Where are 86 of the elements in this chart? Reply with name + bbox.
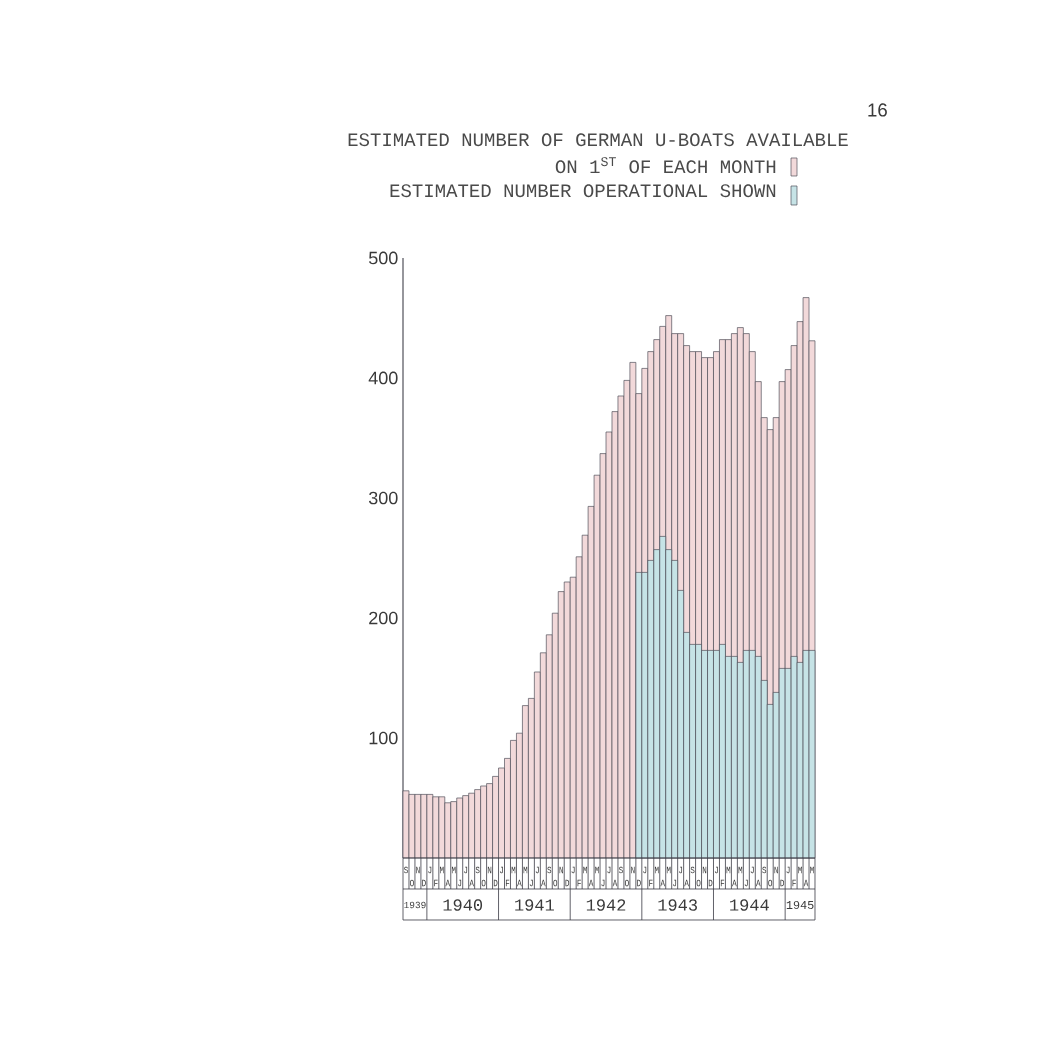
x-tick-label: S bbox=[618, 866, 623, 874]
x-tick-label: M bbox=[810, 866, 814, 874]
y-tick-label: 300 bbox=[368, 491, 398, 505]
x-tick-label: D bbox=[422, 879, 426, 887]
text: 1942 bbox=[586, 899, 626, 911]
y-tick-label: 500 bbox=[368, 251, 398, 265]
x-tick-label: O bbox=[410, 879, 414, 887]
x-tick-label: J bbox=[607, 866, 611, 874]
x-tick-label: N bbox=[774, 866, 778, 874]
x-tick-label: F bbox=[649, 879, 653, 887]
x-tick-label: J bbox=[428, 866, 432, 874]
text: 1939 bbox=[404, 901, 426, 909]
x-tick-label: A bbox=[660, 879, 666, 887]
text: 1940 bbox=[443, 899, 483, 911]
bar bbox=[402, 790, 410, 859]
x-tick-label: M bbox=[583, 866, 587, 874]
x-tick-label: D bbox=[637, 879, 641, 887]
x-tick-label: J bbox=[529, 879, 533, 887]
x-tick-label: M bbox=[523, 866, 528, 874]
x-tick-label: F bbox=[505, 879, 510, 887]
x-tick-label: F bbox=[720, 879, 725, 887]
x-tick-label: J bbox=[750, 866, 754, 874]
x-tick-label: A bbox=[541, 879, 546, 887]
x-tick-label: J bbox=[601, 879, 605, 887]
x-tick-label: O bbox=[624, 879, 629, 887]
x-tick-label: S bbox=[690, 866, 695, 874]
x-tick-label: S bbox=[762, 866, 767, 874]
x-tick-label: M bbox=[451, 866, 456, 874]
x-tick-label: A bbox=[803, 879, 809, 887]
legend-label: ESTIMATED NUMBER OPERATIONAL SHOWN bbox=[390, 184, 776, 198]
x-tick-label: A bbox=[612, 879, 618, 887]
x-tick-label: J bbox=[458, 879, 462, 887]
text: 1941 bbox=[515, 899, 554, 911]
x-tick-label: J bbox=[679, 866, 683, 874]
x-tick-label: M bbox=[666, 866, 671, 874]
chart-title: ESTIMATED NUMBER OF GERMAN U-BOATS AVAILABLE bbox=[348, 133, 848, 147]
x-tick-label: J bbox=[464, 866, 468, 874]
x-tick-label: J bbox=[786, 866, 790, 874]
text: 1944 bbox=[730, 899, 769, 911]
x-tick-label: J bbox=[643, 866, 647, 874]
x-tick-label: O bbox=[481, 879, 486, 887]
x-tick-label: A bbox=[588, 879, 594, 887]
x-tick-label: M bbox=[595, 866, 599, 874]
x-tick-label: D bbox=[780, 879, 785, 887]
x-tick-label: J bbox=[535, 866, 539, 874]
x-tick-label: M bbox=[726, 866, 731, 874]
x-tick-label: M bbox=[511, 866, 516, 874]
x-tick-label: N bbox=[631, 866, 635, 874]
x-tick-label: N bbox=[702, 866, 707, 874]
x-tick-label: N bbox=[487, 866, 492, 874]
x-tick-label: S bbox=[403, 866, 408, 874]
x-tick-label: F bbox=[792, 879, 796, 887]
x-tick-label: A bbox=[445, 879, 451, 887]
x-tick-label: J bbox=[673, 879, 677, 887]
y-tick-label: 200 bbox=[369, 611, 398, 625]
text: 1943 bbox=[658, 899, 697, 911]
x-tick-label: A bbox=[684, 879, 689, 887]
x-tick-label: A bbox=[517, 879, 522, 887]
x-tick-label: O bbox=[553, 879, 558, 887]
x-tick-label: D bbox=[565, 879, 570, 887]
x-tick-label: S bbox=[547, 866, 552, 874]
y-tick-label: 100 bbox=[369, 731, 398, 745]
x-tick-label: J bbox=[744, 879, 748, 887]
x-tick-label: J bbox=[571, 866, 575, 874]
x-tick-label: M bbox=[798, 866, 802, 874]
x-tick-label: F bbox=[577, 879, 581, 887]
x-tick-label: F bbox=[434, 879, 438, 887]
x-tick-label: D bbox=[493, 879, 498, 887]
x-tick-label: D bbox=[708, 879, 713, 887]
x-tick-label: M bbox=[738, 866, 743, 874]
legend-label: ON 1$^{ST}$ OF EACH MONTH bbox=[555, 157, 776, 174]
text: 16 bbox=[868, 103, 887, 117]
x-tick-label: N bbox=[559, 866, 563, 874]
x-tick-label: J bbox=[714, 866, 718, 874]
x-tick-label: A bbox=[732, 879, 737, 887]
x-tick-label: J bbox=[499, 866, 503, 874]
y-tick-label: 400 bbox=[368, 371, 398, 385]
x-tick-label: A bbox=[755, 879, 761, 887]
x-tick-label: N bbox=[416, 866, 420, 874]
x-tick-label: A bbox=[469, 879, 474, 887]
x-tick-label: O bbox=[696, 879, 701, 887]
text: 1945 bbox=[786, 900, 814, 910]
x-tick-label: M bbox=[654, 866, 659, 874]
x-tick-label: M bbox=[439, 866, 444, 874]
x-tick-label: O bbox=[768, 879, 773, 887]
x-tick-label: S bbox=[475, 866, 480, 874]
